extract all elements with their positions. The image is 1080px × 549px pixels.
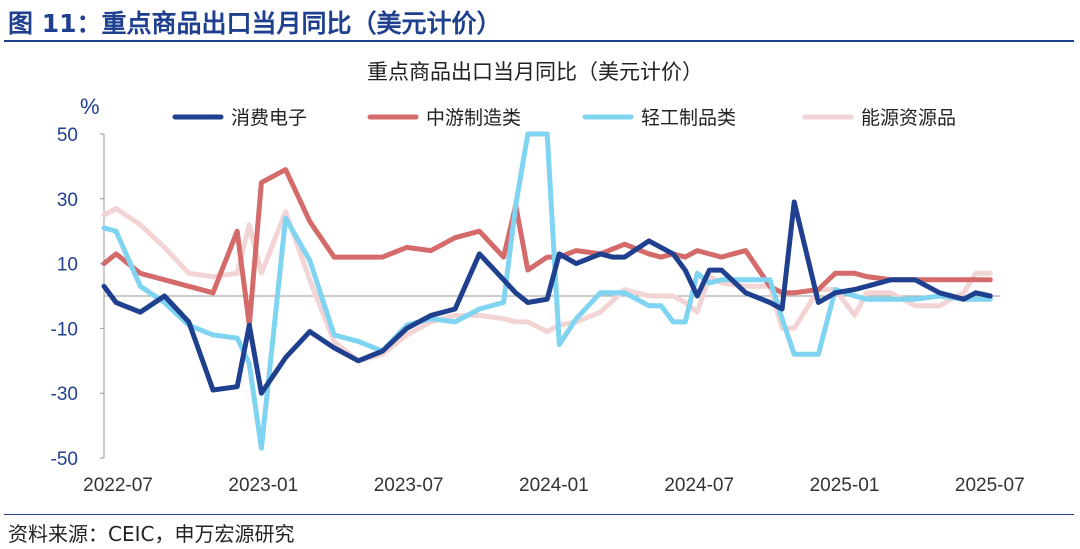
- header-divider: [4, 40, 1074, 42]
- y-tick-label: -30: [51, 384, 78, 405]
- x-tick-label: 2024-01: [519, 475, 589, 496]
- legend-label: 能源资源品: [861, 107, 956, 129]
- footer-divider: [4, 514, 1074, 515]
- y-tick-label: -10: [51, 319, 78, 340]
- chart-title: 重点商品出口当月同比（美元计价）: [367, 60, 703, 84]
- legend-label: 消费电子: [231, 107, 307, 129]
- y-axis-unit: %: [80, 94, 100, 119]
- x-tick-label: 2023-07: [374, 475, 444, 496]
- x-tick-label: 2025-01: [810, 475, 880, 496]
- y-tick-label: -50: [51, 449, 78, 470]
- series-line-2: [101, 167, 993, 328]
- y-axis: 50 30 10 -10 -30 -50: [51, 125, 104, 470]
- series-layer: [101, 131, 993, 451]
- series-line-1: [101, 199, 993, 396]
- y-tick-label: 50: [57, 125, 78, 146]
- y-tick-label: 30: [57, 190, 78, 211]
- legend-label: 中游制造类: [426, 107, 521, 129]
- y-tick-label: 10: [57, 255, 78, 276]
- x-tick-label: 2025-07: [955, 475, 1025, 496]
- figure-title: 图 11：重点商品出口当月同比（美元计价）: [8, 9, 502, 38]
- x-tick-label: 2024-07: [664, 475, 734, 496]
- legend: 消费电子 中游制造类 轻工制品类 能源资源品: [172, 107, 956, 129]
- source-note: 资料来源：CEIC，申万宏源研究: [8, 522, 295, 546]
- x-tick-label: 2022-07: [83, 475, 153, 496]
- x-axis: 2022-07 2023-01 2023-07 2024-01 2024-07 2025-…: [83, 475, 1025, 496]
- legend-label: 轻工制品类: [641, 107, 736, 129]
- x-tick-label: 2023-01: [228, 475, 298, 496]
- figure-header: 图 11：重点商品出口当月同比（美元计价）: [0, 0, 1080, 44]
